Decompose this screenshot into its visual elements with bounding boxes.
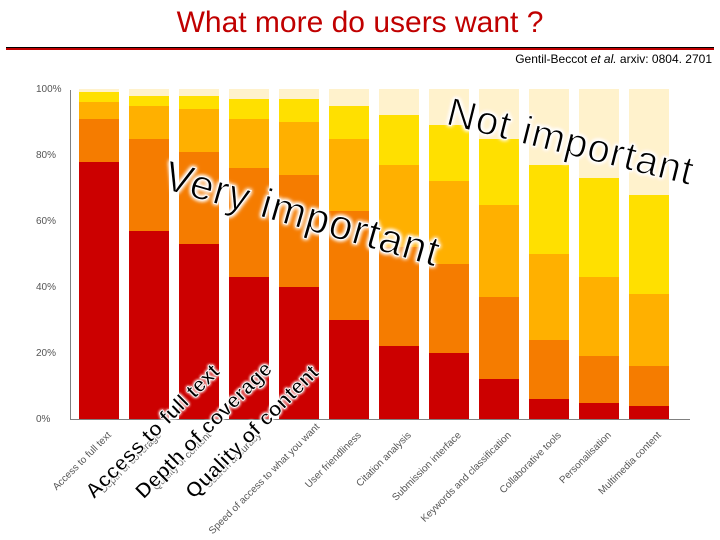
citation-suffix: arxiv: 0804. 2701 (617, 52, 712, 66)
bar-segment (629, 195, 669, 294)
bar-segment (279, 122, 319, 175)
bar-segment (79, 162, 119, 419)
y-tick-label: 20% (36, 348, 56, 359)
bar-segment (79, 102, 119, 119)
bar-segment (529, 165, 569, 254)
bar-segment (129, 96, 169, 106)
bar-segment (379, 346, 419, 419)
slide: What more do users want ? Gentil-Beccot … (0, 0, 720, 540)
y-tick-label: 40% (36, 282, 56, 293)
x-tick-label: Multimedia content (557, 430, 664, 537)
x-tick-label: Personalisation (507, 430, 614, 537)
bar-segment (129, 106, 169, 139)
bar-segment (179, 109, 219, 152)
bar-segment (179, 89, 219, 96)
title-rule (6, 48, 714, 50)
bar-segment (329, 320, 369, 419)
bar-segment (529, 254, 569, 340)
citation-italic: et al. (591, 52, 617, 66)
x-tick-label: User friendliness (257, 430, 364, 537)
bar-segment (329, 89, 369, 106)
bar-segment (429, 264, 469, 353)
bar-segment (379, 89, 419, 115)
bar-segment (179, 96, 219, 109)
citation: Gentil-Beccot et al. arxiv: 0804. 2701 (515, 52, 712, 66)
bar-segment (579, 178, 619, 277)
y-tick-label: 80% (36, 150, 56, 161)
bar-segment (529, 340, 569, 399)
bar-segment (629, 406, 669, 419)
x-tick-label: Submission interface (357, 430, 464, 537)
bar-segment (579, 277, 619, 356)
x-tick-label: Keywords and classification (407, 430, 514, 537)
bar-segment (279, 89, 319, 99)
bar-segment (229, 99, 269, 119)
bar-segment (229, 119, 269, 169)
bar-segment (79, 92, 119, 102)
bar-segment (479, 379, 519, 419)
bar-segment (429, 353, 469, 419)
y-tick-label: 60% (36, 216, 56, 227)
bar-segment (579, 356, 619, 402)
x-tick-label: Citation analysis (307, 430, 414, 537)
bar (129, 89, 169, 419)
y-tick-label: 100% (36, 84, 62, 95)
bar-segment (529, 399, 569, 419)
page-title: What more do users want ? (177, 6, 544, 39)
y-tick-label: 0% (36, 414, 50, 425)
bar-segment (129, 231, 169, 419)
bar-segment (279, 99, 319, 122)
bar-segment (329, 106, 369, 139)
bar-segment (629, 366, 669, 406)
bar-segment (479, 297, 519, 380)
citation-prefix: Gentil-Beccot (515, 52, 590, 66)
title-wrap: What more do users want ? (0, 6, 720, 40)
bar-segment (579, 403, 619, 420)
bar-segment (379, 115, 419, 165)
bar-segment (229, 89, 269, 99)
bar-segment (79, 119, 119, 162)
bar-segment (129, 89, 169, 96)
bar-segment (629, 294, 669, 367)
bar (79, 89, 119, 419)
x-tick-label: Collaborative tools (457, 430, 564, 537)
bar-segment (479, 205, 519, 297)
